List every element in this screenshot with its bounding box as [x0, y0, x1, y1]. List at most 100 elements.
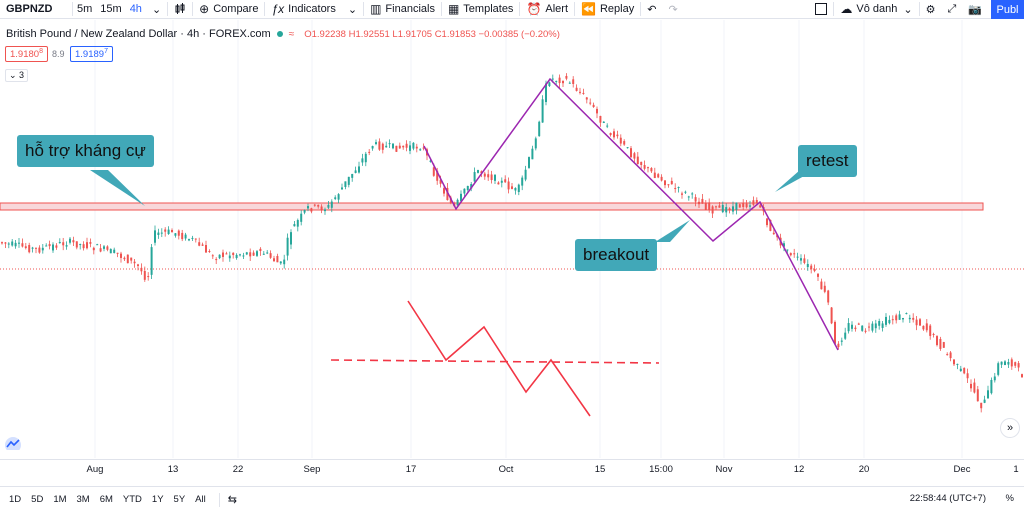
- candle-body: [48, 244, 51, 247]
- templates-icon: ▦: [447, 2, 460, 16]
- range-6m[interactable]: 6M: [99, 494, 113, 505]
- range-1m[interactable]: 1M: [53, 494, 67, 505]
- timezone-clock[interactable]: 22:58:44 (UTC+7): [909, 493, 986, 504]
- candle-body: [667, 184, 670, 186]
- candle: [385, 141, 388, 148]
- candle: [983, 395, 986, 404]
- candle-body: [538, 121, 541, 137]
- price-chart[interactable]: [0, 20, 1024, 458]
- sketch-price-path[interactable]: [407, 300, 591, 417]
- candle: [963, 367, 966, 375]
- candle-body: [674, 188, 677, 190]
- buy-price-button[interactable]: 1.91897: [70, 46, 113, 63]
- candle-body: [368, 151, 371, 153]
- toolbar-divider: [440, 2, 442, 16]
- candle: [871, 321, 874, 333]
- indicators-button[interactable]: ƒx Indicators: [265, 0, 341, 18]
- candle-body: [154, 230, 156, 243]
- redo-icon[interactable]: ↷: [668, 3, 678, 16]
- candle-body: [531, 148, 534, 160]
- candles-icon[interactable]: [168, 0, 192, 18]
- timeframe-15m[interactable]: 15m: [100, 3, 122, 15]
- candle: [239, 253, 241, 257]
- timeframe-4h[interactable]: 4h: [129, 3, 142, 15]
- candle-body: [96, 244, 99, 246]
- support-resistance-zone[interactable]: [0, 202, 984, 211]
- candle: [208, 249, 211, 253]
- candle-body: [898, 314, 901, 320]
- sketch-support-line[interactable]: [330, 359, 660, 364]
- indicator-collapse-button[interactable]: ⌄ 3: [5, 69, 29, 82]
- chevron-down-icon: ⌄: [903, 3, 913, 16]
- breakout-sketch[interactable]: [330, 300, 660, 417]
- range-all[interactable]: All: [195, 494, 206, 505]
- bottom-toolbar: 1D 5D 1M 3M 6M YTD 1Y 5Y All ⇆ 22:58:44 …: [0, 486, 1024, 512]
- candle: [483, 171, 486, 180]
- range-ytd[interactable]: YTD: [122, 494, 142, 505]
- chevron-down-icon[interactable]: ⌄: [347, 3, 358, 16]
- range-5d[interactable]: 5D: [31, 494, 44, 505]
- candle: [419, 148, 422, 152]
- candle: [640, 161, 643, 170]
- candle-body: [198, 242, 201, 246]
- timeframe-5m[interactable]: 5m: [77, 3, 93, 15]
- percent-scale-toggle[interactable]: %: [1005, 493, 1014, 504]
- candle-body: [7, 243, 10, 245]
- candle: [324, 207, 326, 215]
- symbol-title[interactable]: British Pound / New Zealand Dollar · 4h …: [6, 28, 271, 40]
- toolbar-divider: [218, 492, 220, 507]
- candle: [514, 187, 517, 195]
- candle: [194, 238, 197, 243]
- compare-button[interactable]: ⊕ Compare: [193, 0, 264, 18]
- tradingview-logo-icon[interactable]: [4, 436, 24, 454]
- candle: [959, 365, 962, 372]
- candle-body: [245, 252, 248, 255]
- candle: [701, 193, 704, 204]
- candle: [837, 341, 840, 350]
- candle: [140, 263, 143, 275]
- range-3m[interactable]: 3M: [76, 494, 90, 505]
- candle-body: [194, 238, 197, 240]
- time-axis[interactable]: Aug 13 22 Sep 17 Oct 15 15:00 Nov 12 20 …: [0, 459, 1024, 486]
- candle: [810, 263, 813, 274]
- callout-support-resistance[interactable]: hỗ trợ kháng cự: [17, 135, 154, 167]
- toolbar-divider: [363, 2, 365, 16]
- callout-retest[interactable]: retest: [798, 145, 857, 177]
- candle: [273, 255, 275, 262]
- range-1y[interactable]: 1Y: [151, 494, 164, 505]
- range-1d[interactable]: 1D: [9, 494, 22, 505]
- camera-icon[interactable]: 📷: [968, 3, 982, 16]
- candle-body: [613, 131, 615, 138]
- candle: [269, 250, 272, 259]
- candle-body: [313, 204, 316, 206]
- rewind-icon: ⏪: [581, 2, 596, 16]
- price-pattern-line[interactable]: [423, 77, 839, 351]
- alert-button[interactable]: ⏰ Alert: [520, 0, 574, 18]
- layout-name-button[interactable]: ☁ Vô danh ⌄: [834, 0, 918, 18]
- date-range-icon[interactable]: ⇆: [227, 494, 237, 506]
- sell-price-button[interactable]: 1.91808: [5, 46, 48, 63]
- gear-icon[interactable]: ⚙: [925, 3, 936, 16]
- candle-body: [803, 258, 806, 263]
- scroll-to-realtime-button[interactable]: »: [1000, 418, 1020, 438]
- candle-body: [609, 133, 612, 136]
- callout-breakout[interactable]: breakout: [575, 239, 658, 271]
- candle-body: [810, 265, 813, 270]
- financials-button[interactable]: ▥ Financials: [364, 0, 441, 18]
- undo-icon[interactable]: ↶: [647, 3, 657, 16]
- expand-icon[interactable]: ⤢: [947, 2, 957, 15]
- candle-body: [201, 244, 204, 246]
- templates-button[interactable]: ▦ Templates: [442, 0, 519, 18]
- square-icon[interactable]: [809, 0, 833, 18]
- candle: [137, 263, 139, 271]
- publish-button[interactable]: Publ: [991, 0, 1024, 19]
- symbol-search[interactable]: GBPNZD: [6, 3, 53, 15]
- candle-body: [857, 323, 860, 325]
- range-5y[interactable]: 5Y: [173, 494, 186, 505]
- candle-body: [133, 261, 136, 264]
- candle: [147, 272, 150, 281]
- candle-body: [735, 202, 738, 210]
- chevron-down-icon[interactable]: ⌄: [151, 3, 162, 16]
- candle-body: [300, 213, 303, 222]
- replay-button[interactable]: ⏪ Replay: [575, 0, 640, 18]
